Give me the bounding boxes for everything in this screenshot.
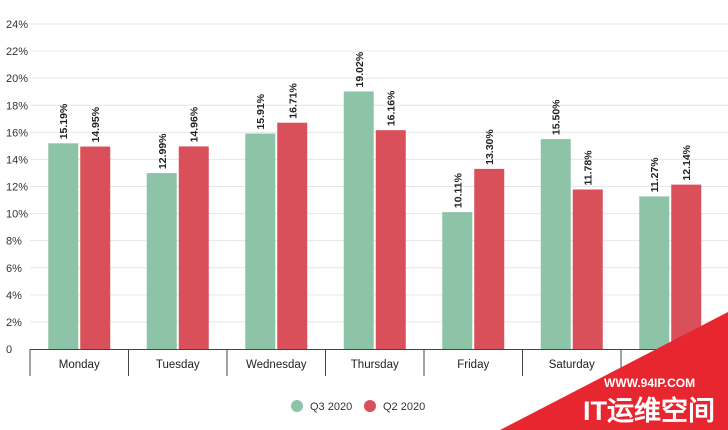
bar-monday-q2 (80, 146, 111, 349)
watermark: WWW.94IP.COM IT运维空间 (500, 312, 728, 430)
bar-thursday-q3 (343, 91, 374, 349)
data-label: 15.50% (551, 99, 563, 135)
y-tick-label: 22% (6, 46, 28, 58)
y-tick-label: 14% (6, 154, 28, 166)
bar-tuesday-q3 (146, 173, 177, 349)
watermark-url: WWW.94IP.COM (604, 376, 695, 390)
data-label: 15.91% (255, 93, 267, 129)
y-tick-label: 16% (6, 127, 28, 139)
x-tick-label: Monday (59, 359, 100, 371)
data-label: 16.71% (287, 82, 299, 118)
x-tick-label: Wednesday (246, 359, 307, 371)
bar-friday-q2 (474, 168, 505, 349)
data-label: 14.96% (189, 106, 201, 142)
bar-monday-q3 (48, 143, 79, 349)
y-axis-ticks: 0 2% 4% 6% 8% 10% 12% 14% 16% 18% 20% 22% 24% (6, 19, 28, 356)
data-label: 19.02% (354, 51, 366, 87)
data-label: 11.78% (583, 150, 595, 186)
y-tick-label: 4% (6, 290, 22, 302)
bar-thursday-q2 (375, 130, 406, 349)
legend-marker (291, 400, 303, 412)
x-tick-label: Tuesday (156, 359, 200, 371)
legend-marker (364, 400, 376, 412)
data-label: 16.16% (386, 90, 398, 126)
legend: Q3 2020 Q2 2020 (291, 400, 425, 413)
legend-label[interactable]: Q3 2020 (310, 401, 352, 413)
data-labels: 15.19% 14.95% 12.99% 14.96% 15.91% 16.71% 19.0… (58, 51, 693, 208)
y-tick-label: 6% (6, 263, 22, 275)
watermark-triangle (500, 312, 728, 430)
watermark-text: IT运维空间 (583, 395, 715, 426)
bar-wednesday-q2 (277, 122, 308, 349)
legend-label[interactable]: Q2 2020 (383, 401, 425, 413)
data-label: 11.27% (649, 157, 661, 193)
y-tick-label: 12% (6, 182, 28, 194)
data-label: 12.99% (157, 133, 169, 169)
data-label: 12.14% (681, 144, 693, 180)
data-label: 14.95% (90, 106, 102, 142)
y-tick-label: 10% (6, 209, 28, 221)
data-label: 13.30% (484, 129, 496, 165)
bar-tuesday-q2 (178, 146, 209, 349)
y-tick-label: 2% (6, 317, 22, 329)
x-axis: Monday Tuesday Wednesday Thursday Friday Satu… (29, 349, 728, 376)
data-label: 15.19% (58, 103, 70, 139)
x-tick-label: Friday (457, 359, 489, 371)
x-tick-label: Thursday (351, 359, 399, 371)
x-tick-label: Saturday (549, 359, 595, 371)
y-tick-label: 20% (6, 73, 28, 85)
bar-sunday-q2 (671, 184, 702, 349)
bar-sunday-q3 (639, 196, 670, 349)
bars (48, 91, 702, 349)
bar-saturday-q2 (572, 189, 603, 349)
y-tick-label: 24% (6, 19, 28, 31)
y-tick-label: 0 (6, 344, 12, 356)
y-tick-label: 8% (6, 236, 22, 248)
bar-friday-q3 (442, 212, 473, 349)
data-label: 10.11% (452, 172, 464, 208)
bar-saturday-q3 (540, 139, 571, 349)
bar-wednesday-q3 (245, 133, 276, 349)
y-tick-label: 18% (6, 100, 28, 112)
